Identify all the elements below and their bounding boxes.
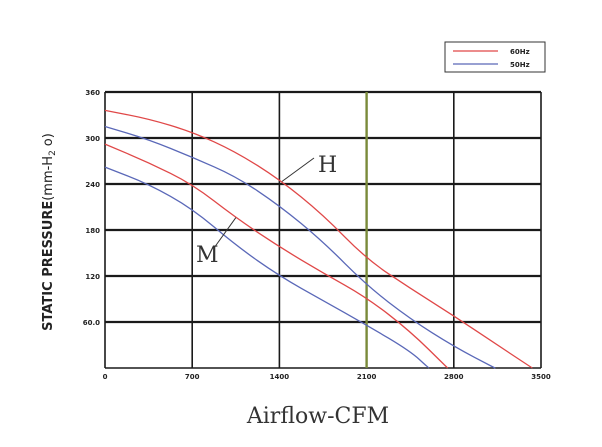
x-tick-label: 1400 — [270, 373, 290, 381]
annotation-m-label: M — [196, 243, 219, 268]
series-line-h-60hz — [104, 109, 533, 369]
legend-label-60hz: 60Hz — [510, 48, 530, 56]
x-tick-label: 700 — [185, 373, 200, 381]
annotation-m: M — [196, 217, 237, 268]
annotation-m-pointer — [213, 217, 237, 249]
series-line-m-50hz — [104, 166, 430, 369]
series-line-h-50hz — [104, 125, 496, 369]
y-tick-label: 300 — [85, 135, 100, 143]
legend: 60Hz 50Hz — [444, 41, 546, 73]
x-axis-label: Airflow-CFM — [246, 404, 389, 429]
y-tick-label: 240 — [85, 181, 100, 189]
y-tick-label: 60.0 — [83, 319, 100, 327]
y-axis-label: STATIC PRESSURE(mm-H2o) — [41, 133, 58, 331]
vertical-grid — [104, 92, 542, 368]
annotation-h-label: H — [318, 153, 337, 178]
x-tick-label: 0 — [103, 373, 108, 381]
x-tick-label: 2100 — [357, 373, 377, 381]
legend-box — [444, 41, 546, 73]
x-tick-labels: 0 700 1400 2100 2800 3500 — [103, 373, 551, 381]
x-tick-label: 3500 — [531, 373, 551, 381]
y-tick-label: 120 — [85, 273, 100, 281]
annotation-h-pointer — [281, 157, 315, 182]
horizontal-grid — [105, 90, 541, 369]
legend-label-50hz: 50Hz — [510, 61, 530, 69]
series-line-m-60hz — [104, 143, 449, 369]
y-tick-label: 180 — [85, 227, 100, 235]
series-lines — [104, 109, 533, 369]
x-tick-label: 2800 — [444, 373, 464, 381]
y-tick-label: 360 — [85, 89, 100, 97]
annotation-h: H — [281, 153, 337, 182]
y-tick-labels: 60.0 120 180 240 300 360 — [83, 89, 100, 327]
